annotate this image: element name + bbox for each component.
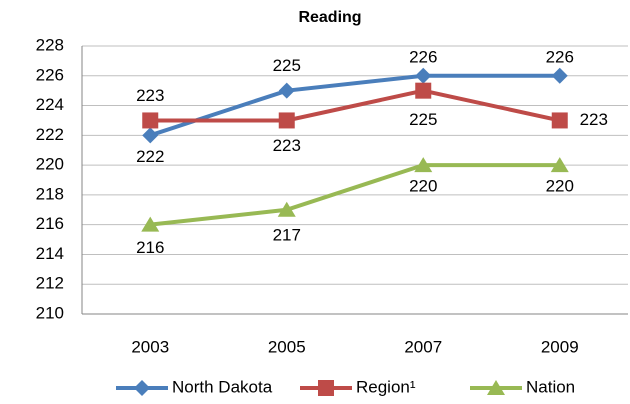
marker [141,216,160,232]
marker [278,112,295,129]
marker [142,112,159,129]
marker [277,201,296,217]
data-label: 223 [580,110,608,129]
marker [415,67,432,84]
y-tick-label: 212 [36,274,64,293]
data-label: 220 [546,177,574,196]
y-tick-label: 228 [36,35,64,54]
marker [551,67,568,84]
y-tick-label: 226 [36,65,64,84]
y-tick-label: 216 [36,214,64,233]
series-line [150,163,560,227]
data-label: 225 [273,56,301,75]
y-tick-label: 218 [36,184,64,203]
x-tick-label: 2007 [404,337,442,356]
marker [487,380,505,395]
data-label: 226 [409,47,437,66]
x-tick-label: 2009 [541,337,579,356]
data-label: 220 [409,177,437,196]
x-tick-label: 2005 [268,337,306,356]
marker [278,82,295,99]
marker [550,157,569,173]
marker [318,380,334,396]
marker [415,82,432,99]
y-tick-label: 224 [36,95,64,114]
x-tick-label: 2003 [131,337,169,356]
data-label: 223 [273,136,301,155]
legend-label: Region¹ [356,377,416,396]
data-label: 225 [409,110,437,129]
marker [551,112,568,129]
legend-label: North Dakota [172,377,273,396]
data-label: 217 [273,225,301,244]
series-line [150,88,561,123]
legend-label: Nation [526,377,575,396]
marker [142,127,159,144]
data-label: 222 [136,147,164,166]
marker [134,380,150,396]
y-tick-label: 220 [36,155,64,174]
chart-title: Reading [298,9,361,26]
data-label: 226 [546,47,574,66]
y-tick-label: 210 [36,303,64,322]
data-label: 223 [136,86,164,105]
series-line [149,73,560,138]
y-tick-label: 214 [36,244,64,263]
y-tick-label: 222 [36,125,64,144]
marker [414,157,433,173]
data-label: 216 [136,238,164,257]
